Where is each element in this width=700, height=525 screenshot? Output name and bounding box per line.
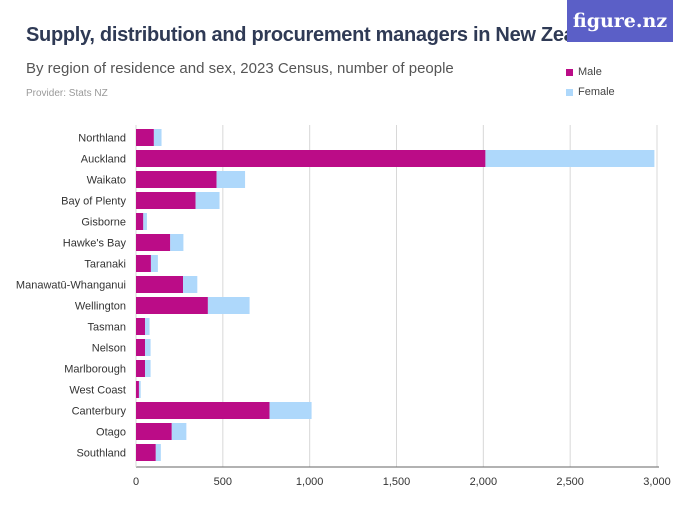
legend-swatch-female	[566, 88, 573, 96]
x-tick-label: 1,000	[296, 476, 324, 488]
category-label: Taranaki	[84, 259, 126, 271]
bar-male	[136, 360, 146, 377]
bar-female	[153, 129, 162, 146]
bar-female	[183, 276, 198, 293]
bar-female	[216, 171, 246, 188]
category-label: Canterbury	[72, 406, 127, 418]
category-label: Hawke's Bay	[63, 238, 127, 250]
bar-male	[136, 297, 208, 314]
bar-male	[136, 339, 146, 356]
category-label: Marlborough	[64, 364, 126, 376]
legend-label-male: Male	[578, 66, 602, 78]
bar-female	[155, 444, 161, 461]
category-label: Waikato	[87, 175, 126, 187]
bar-male	[136, 318, 146, 335]
bar-male	[136, 213, 144, 230]
category-label: Auckland	[81, 154, 126, 166]
bar-female	[145, 339, 151, 356]
chart-subtitle: By region of residence and sex, 2023 Cen…	[26, 60, 454, 77]
bar-male	[136, 192, 196, 209]
bar-male	[136, 423, 172, 440]
bar-male	[136, 402, 270, 419]
category-label: Wellington	[75, 301, 126, 313]
category-label: Southland	[76, 448, 126, 460]
category-label: Nelson	[92, 343, 126, 355]
bar-male	[136, 150, 486, 167]
category-label: Gisborne	[81, 217, 126, 229]
category-label: Northland	[78, 133, 126, 145]
bar-male	[136, 381, 139, 398]
bar-male	[136, 276, 184, 293]
category-label: West Coast	[69, 385, 126, 397]
bar-female	[170, 234, 184, 251]
x-tick-label: 1,500	[383, 476, 411, 488]
bar-male	[136, 171, 217, 188]
x-tick-label: 2,000	[470, 476, 498, 488]
category-label: Manawatū-Whanganui	[16, 280, 126, 292]
bar-female	[150, 255, 158, 272]
x-tick-label: 0	[133, 476, 139, 488]
bar-female	[138, 381, 141, 398]
bar-female	[207, 297, 250, 314]
bar-male	[136, 255, 151, 272]
category-label: Tasman	[87, 322, 126, 334]
category-label: Otago	[96, 427, 126, 439]
x-tick-label: 3,000	[643, 476, 671, 488]
legend-item-male: Male	[566, 66, 602, 78]
bar-female	[145, 360, 151, 377]
bar-female	[145, 318, 150, 335]
bar-female	[171, 423, 187, 440]
x-tick-label: 2,500	[556, 476, 584, 488]
figure-nz-logo[interactable]: figure.nz	[567, 0, 673, 42]
bar-male	[136, 129, 154, 146]
legend-swatch-male	[566, 68, 573, 76]
bar-male	[136, 234, 171, 251]
x-tick-label: 500	[214, 476, 232, 488]
bar-female	[485, 150, 655, 167]
bar-female	[195, 192, 220, 209]
bar-male	[136, 444, 156, 461]
bar-female	[143, 213, 147, 230]
bar-female	[269, 402, 312, 419]
legend-item-female: Female	[566, 86, 615, 98]
chart-title: Supply, distribution and procurement man…	[26, 24, 615, 46]
provider-label: Provider: Stats NZ	[26, 88, 108, 99]
legend-label-female: Female	[578, 86, 615, 98]
category-label: Bay of Plenty	[61, 196, 126, 208]
